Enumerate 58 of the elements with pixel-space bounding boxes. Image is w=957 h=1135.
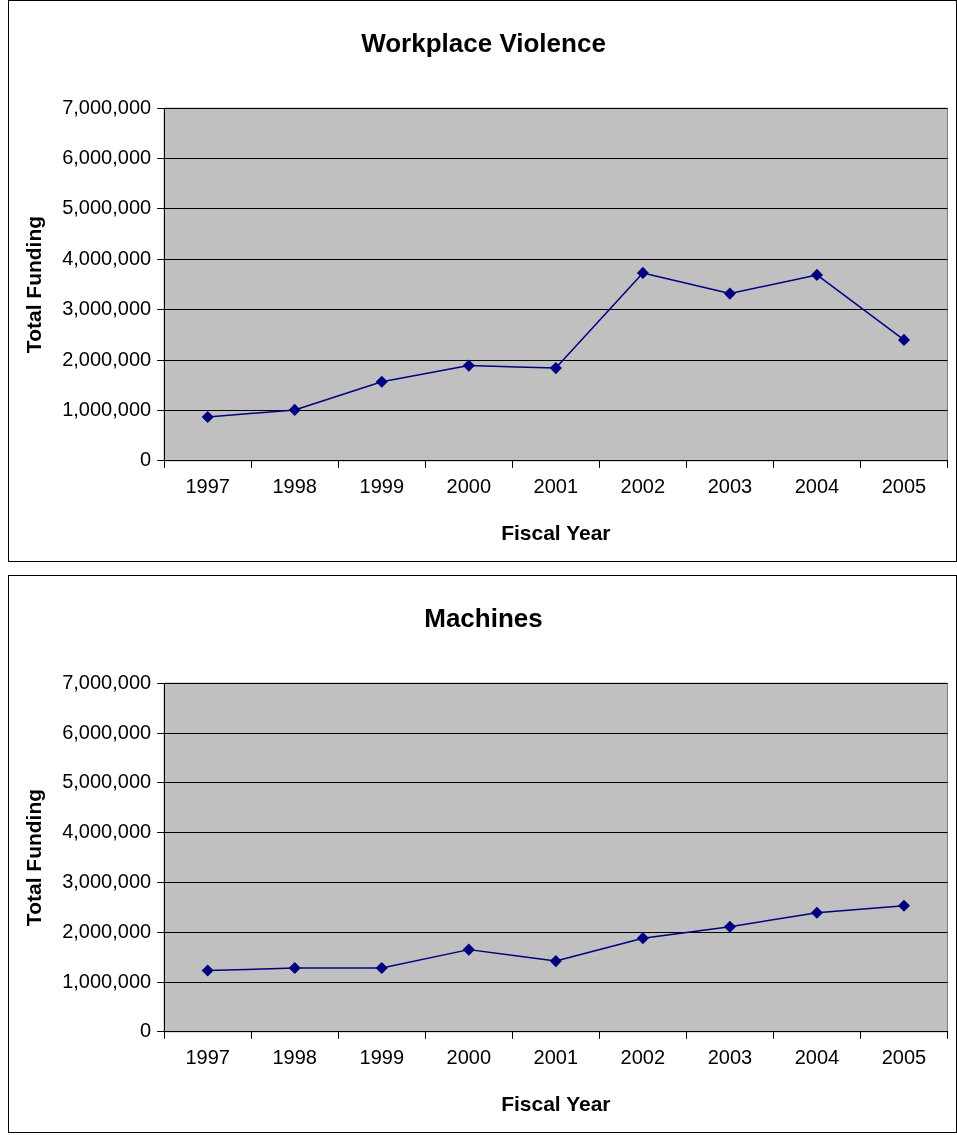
x-tick-label: 2000 <box>446 475 492 498</box>
x-tick-label: 1998 <box>272 1046 317 1069</box>
point <box>898 900 910 912</box>
point <box>724 287 736 300</box>
chart-title: Workplace Violence <box>361 27 606 58</box>
x-tick-label: 2003 <box>707 1046 753 1069</box>
x-tick-label: 2001 <box>533 1046 579 1069</box>
y-tick-label: 7,000,000 <box>62 95 152 118</box>
y-tick-label: 2,000,000 <box>62 919 152 942</box>
chart-title: Machines <box>424 602 543 633</box>
x-tick-label: 2005 <box>881 1046 927 1069</box>
point <box>811 269 823 281</box>
point <box>724 920 736 933</box>
point <box>201 964 214 977</box>
point <box>550 362 562 374</box>
x-tick-label: 2005 <box>881 475 927 498</box>
y-tick-label: 1,000,000 <box>62 969 152 992</box>
y-axis-title: Total Funding <box>22 215 46 354</box>
x-tick-label: 1999 <box>359 1046 405 1069</box>
y-tick-label: 0 <box>140 1019 152 1042</box>
point <box>811 907 823 919</box>
x-tick-label: 2003 <box>707 475 753 498</box>
x-axis-title: Fiscal Year <box>501 521 611 545</box>
point <box>898 334 910 346</box>
x-tick-label: 1998 <box>272 475 317 498</box>
point <box>201 411 214 423</box>
y-tick-label: 6,000,000 <box>62 146 152 169</box>
y-axis-title: Total Funding <box>22 788 46 927</box>
y-tick-label: 5,000,000 <box>62 196 152 219</box>
x-tick-label: 1999 <box>359 475 405 498</box>
y-tick-label: 3,000,000 <box>62 297 152 320</box>
point <box>376 375 388 388</box>
x-tick-label: 1997 <box>185 475 230 498</box>
x-tick-label: 2000 <box>446 1046 492 1069</box>
y-tick-label: 2,000,000 <box>62 347 152 370</box>
point <box>637 932 649 944</box>
x-tick-label: 2002 <box>620 1046 666 1069</box>
y-tick-label: 3,000,000 <box>62 869 152 892</box>
x-tick-label: 2004 <box>794 475 840 498</box>
x-tick-label: 2004 <box>794 1046 840 1069</box>
point <box>463 359 475 372</box>
point <box>637 267 649 279</box>
point <box>550 955 562 967</box>
x-tick-label: 1997 <box>185 1046 230 1069</box>
point <box>463 943 475 956</box>
point <box>376 962 388 974</box>
y-tick-label: 5,000,000 <box>62 770 152 793</box>
x-axis-title: Fiscal Year <box>501 1092 611 1116</box>
point <box>288 962 301 974</box>
y-tick-label: 4,000,000 <box>62 820 152 843</box>
y-tick-label: 6,000,000 <box>62 720 152 743</box>
y-tick-label: 4,000,000 <box>62 246 152 269</box>
y-tick-label: 0 <box>140 448 152 471</box>
y-tick-label: 7,000,000 <box>62 670 152 693</box>
x-tick-label: 2002 <box>620 475 666 498</box>
x-tick-label: 2001 <box>533 475 579 498</box>
point <box>288 404 301 416</box>
y-tick-label: 1,000,000 <box>62 397 152 420</box>
